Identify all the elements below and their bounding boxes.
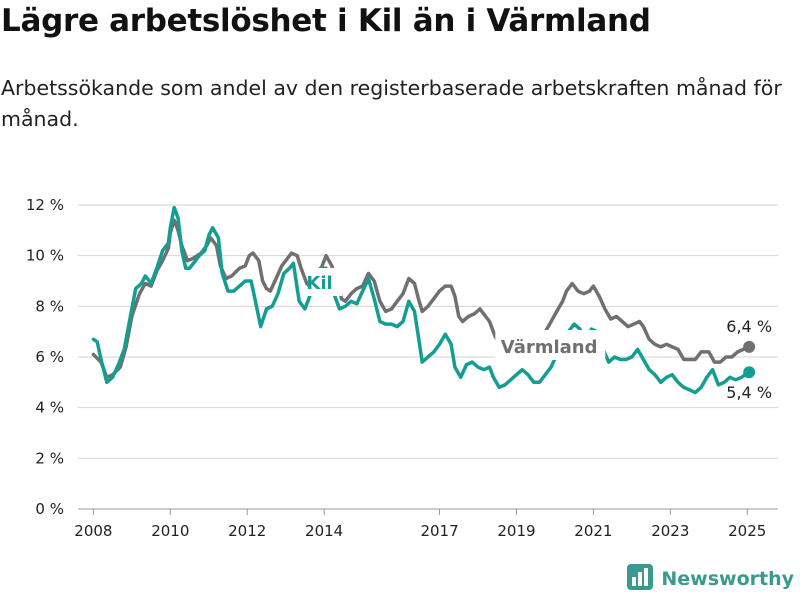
y-tick-label: 4 % — [35, 399, 64, 417]
end-value-label-varmland: 6,4 % — [726, 317, 772, 336]
y-tick-label: 0 % — [35, 500, 64, 518]
series-line-kil — [91, 205, 751, 395]
chart-title: Lägre arbetslöshet i Kil än i Värmland — [1, 3, 651, 39]
chart-subtitle: Arbetssökande som andel av den registerb… — [1, 76, 782, 131]
series-labels: Kil Värmland 6,4 % 5,4 % — [306, 273, 772, 402]
series-label-kil: Kil — [306, 273, 332, 294]
y-tick-label: 12 % — [26, 196, 64, 214]
end-point-varmland — [743, 340, 756, 353]
series-label-varmland: Värmland — [501, 337, 598, 358]
y-tick-label: 6 % — [35, 348, 64, 366]
x-tick-label: 2010 — [151, 522, 189, 540]
x-tick-label: 2021 — [574, 522, 612, 540]
x-tick-label: 2023 — [651, 522, 689, 540]
end-point-kil — [743, 366, 756, 379]
series-lines — [91, 205, 756, 395]
y-tick-label: 10 % — [26, 247, 64, 265]
brand-name: Newsworthy — [661, 568, 794, 590]
x-tick-label: 2025 — [728, 522, 766, 540]
y-tick-label: 2 % — [35, 449, 64, 467]
label-halo — [308, 268, 342, 296]
x-tick-label: 2017 — [420, 522, 458, 540]
x-tick-label: 2019 — [497, 522, 535, 540]
brand-logo[interactable]: Newsworthy — [627, 564, 794, 594]
bar-chart-logo-icon — [627, 564, 654, 594]
label-halo — [495, 330, 606, 360]
x-tick-label: 2014 — [305, 522, 343, 540]
x-tick-label: 2012 — [228, 522, 266, 540]
x-axis-ticks: 2008 2010 2012 2014 2017 2019 2021 2023 2025 — [74, 509, 766, 540]
end-value-label-kil: 5,4 % — [726, 383, 772, 402]
y-axis-ticks: 0 % 2 % 4 % 6 % 8 % 10 % 12 % — [26, 196, 64, 518]
y-tick-label: 8 % — [35, 297, 64, 315]
x-tick-label: 2008 — [74, 522, 112, 540]
